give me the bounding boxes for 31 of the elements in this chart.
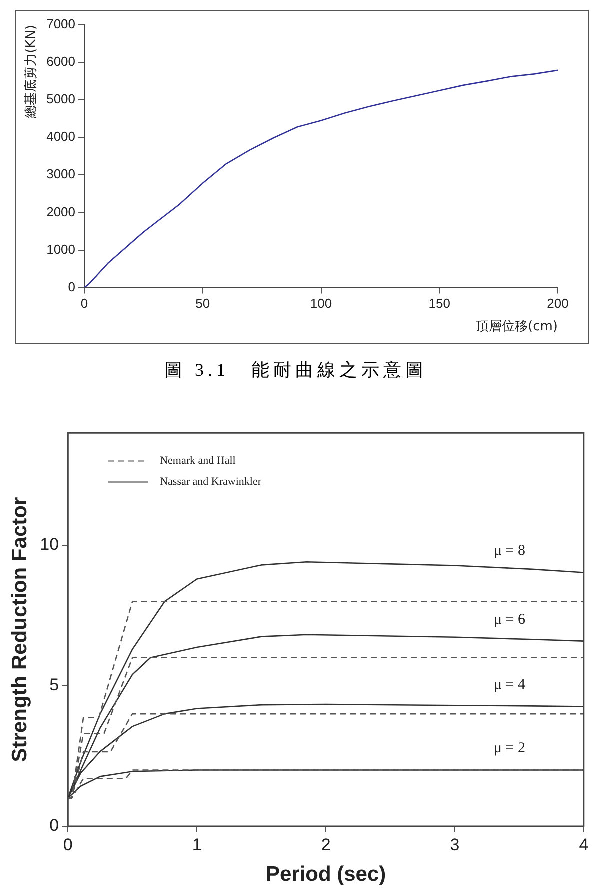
y-tick-label: 0 <box>68 279 76 294</box>
x-axis-title: Period (sec) <box>266 863 386 886</box>
legend-label: Nemark and Hall <box>160 455 236 468</box>
y-axis-title: 總基底剪力(KN) <box>24 25 40 120</box>
y-tick-label: 2000 <box>46 204 76 220</box>
x-tick-label: 1 <box>192 835 202 854</box>
x-tick-label: 50 <box>196 296 210 312</box>
y-tick-label: 4000 <box>46 129 76 144</box>
y-tick-label: 5 <box>50 676 60 695</box>
x-tick-label: 3 <box>450 835 460 854</box>
caption: 圖 3.1 能耐曲線之示意圖 <box>164 359 428 382</box>
y-tick-label: 10 <box>40 535 60 554</box>
x-tick-label: 150 <box>428 296 450 312</box>
annotation: μ = 2 <box>494 740 526 757</box>
y-axis-title: Strength Reduction Factor <box>8 497 32 762</box>
y-tick-label: 1000 <box>46 242 76 257</box>
annotation: μ = 6 <box>494 612 526 628</box>
x-axis-title: 頂層位移(cm) <box>476 320 558 335</box>
x-tick-label: 200 <box>547 296 569 312</box>
y-tick-label: 0 <box>50 816 60 836</box>
annotation: μ = 4 <box>494 677 526 694</box>
x-tick-label: 2 <box>321 835 331 854</box>
x-tick-label: 0 <box>80 296 88 312</box>
y-tick-label: 7000 <box>46 16 76 32</box>
legend-label: Nassar and Krawinkler <box>160 476 262 488</box>
y-tick-label: 5000 <box>46 92 76 107</box>
annotation: μ = 8 <box>494 543 526 560</box>
y-tick-label: 6000 <box>46 54 76 70</box>
y-tick-label: 3000 <box>46 166 76 182</box>
x-tick-label: 4 <box>579 835 589 854</box>
x-tick-label: 100 <box>310 296 332 312</box>
